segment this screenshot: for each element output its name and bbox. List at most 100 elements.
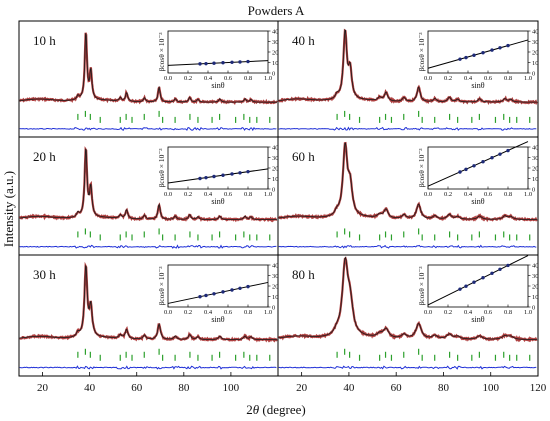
panel-label: 10 h: [33, 33, 56, 48]
inset-y-tick-label: 40: [272, 28, 279, 35]
inset-data-point: [212, 174, 216, 179]
inset-data-point: [230, 60, 234, 64]
panel-30h: 30 h 0.0 0.2 0.4 0.6 0.8 1.00 10 20 30 40 sinθ βcosθ…: [18, 254, 279, 377]
inset-x-axis-label: sinθ: [211, 315, 224, 324]
inset-y-axis-label: βcosθ × 10⁻³: [157, 148, 166, 188]
inset-y-axis-label: βcosθ × 10⁻³: [157, 32, 166, 72]
inset-data-point: [464, 55, 468, 60]
difference-curve-line: [278, 126, 537, 131]
inset-frame: [167, 30, 269, 74]
panel-label: 60 h: [292, 149, 315, 164]
inset-x-tick-label: 0.0: [164, 191, 172, 198]
inset-data-point: [458, 170, 462, 174]
inset-y-axis-label: βcosθ × 10⁻³: [417, 148, 426, 188]
inset-x-axis-label: sinθ: [471, 315, 484, 324]
inset-data-point: [498, 46, 502, 50]
inset-y-axis-label: βcosθ × 10⁻³: [157, 266, 166, 306]
inset-x-tick-label: 0.8: [244, 191, 252, 198]
x-axis-label-theta: θ: [253, 402, 260, 417]
inset-x-tick-label: 1.0: [264, 191, 272, 198]
inset-y-axis-label: βcosθ × 10⁻³: [417, 266, 426, 306]
inset-y-tick-label: 20: [532, 165, 539, 172]
inset-x-tick-label: 0.2: [184, 309, 192, 316]
inset-plot: 0.0 0.2 0.4 0.6 0.8 1.00 10 20 30 40 sinθ βcosθ × 1…: [157, 262, 279, 324]
panel-60h: 60 h 0.0 0.2 0.4 0.6 0.8 1.00 10 20 30 40 sinθ βcosθ…: [277, 136, 539, 256]
inset-frame: [167, 146, 269, 190]
inset-y-tick-label: 30: [532, 155, 539, 162]
calculated-pattern-line: [278, 256, 537, 340]
x-tick-label: 60: [131, 382, 143, 394]
inset-frame: [427, 30, 529, 74]
inset-y-tick-label: 30: [272, 155, 279, 162]
inset-data-point: [464, 284, 468, 288]
inset-data-point: [230, 172, 234, 176]
inset-y-tick-label: 10: [532, 60, 539, 67]
panel-label: 20 h: [33, 149, 56, 164]
inset-y-tick-label: 40: [532, 28, 539, 35]
inset-data-point: [490, 271, 494, 275]
x-tick-label: 20: [37, 382, 49, 394]
x-tick-label: 40: [343, 382, 355, 394]
inset-data-point: [506, 43, 510, 48]
inset-x-tick-label: 0.0: [424, 191, 432, 198]
inset-y-tick-label: 30: [272, 273, 279, 280]
inset-data-point: [490, 48, 494, 52]
inset-data-point: [198, 62, 202, 66]
inset-y-tick-label: 0: [532, 70, 535, 77]
panel-10h: 10 h 0.0 0.2 0.4 0.6 0.8 1.00 10 20 30 40 sinθ βcosθ…: [18, 20, 279, 138]
panels-group: 10 h0.0 0.2 0.4 0.6 0.8 1.0010203040sinθβcosθ…: [18, 20, 539, 377]
inset-data-point: [246, 59, 250, 64]
inset-y-tick-label: 20: [272, 49, 279, 56]
x-tick-label: 120: [530, 382, 547, 394]
inset-y-tick-label: 20: [272, 165, 279, 172]
inset-x-tick-label: 0.6: [484, 75, 493, 82]
inset-data-point: [230, 288, 234, 292]
inset-data-point: [472, 164, 476, 168]
panel-20h: 20 h 0.0 0.2 0.4 0.6 0.8 1.00 10 20 30 40 sinθ βcosθ…: [18, 136, 279, 256]
inset-data-point: [238, 286, 242, 291]
y-axis-label: Intensity (a.u.): [1, 171, 16, 247]
inset-x-tick-label: 0.4: [464, 75, 473, 82]
x-tick-label: 40: [84, 382, 96, 394]
calculated-pattern-line: [278, 29, 537, 103]
x-axis-label: 2θ (degree): [246, 402, 305, 417]
inset-y-tick-label: 30: [532, 273, 539, 280]
x-tick-label: 100: [223, 382, 240, 394]
inset-x-tick-label: 0.0: [164, 75, 172, 82]
inset-data-point: [464, 167, 468, 172]
inset-y-tick-label: 20: [272, 283, 279, 290]
inset-x-tick-label: 1.0: [524, 191, 532, 198]
inset-data-point: [204, 175, 208, 180]
x-axis-label-suffix: (degree): [259, 402, 306, 417]
inset-y-tick-label: 40: [272, 262, 279, 269]
inset-y-tick-label: 30: [272, 39, 279, 46]
inset-data-point: [472, 280, 476, 284]
inset-x-tick-label: 0.2: [444, 191, 452, 198]
inset-data-point: [246, 284, 250, 289]
inset-fit-line: [427, 255, 529, 306]
inset-data-point: [472, 53, 476, 57]
x-tick-label: 100: [482, 382, 499, 394]
inset-x-tick-label: 0.2: [184, 75, 192, 82]
inset-plot: 0.0 0.2 0.4 0.6 0.8 1.00 10 20 30 40 sinθ βcosθ × 1…: [157, 28, 279, 90]
panel-label: 30 h: [33, 267, 56, 282]
x-tick-label: 60: [391, 382, 403, 394]
inset-data-point: [198, 295, 202, 299]
inset-x-tick-label: 0.8: [504, 191, 512, 198]
difference-curve-line: [278, 244, 537, 249]
difference-curve-line: [278, 365, 537, 370]
inset-x-tick-label: 0.0: [424, 309, 432, 316]
inset-y-tick-label: 10: [272, 60, 279, 67]
inset-y-tick-label: 10: [272, 176, 279, 183]
inset-x-axis-label: sinθ: [211, 81, 224, 90]
inset-y-tick-label: 0: [532, 186, 535, 193]
inset-fit-line: [167, 281, 269, 304]
inset-y-tick-label: 10: [532, 294, 539, 301]
difference-curve-line: [19, 365, 277, 370]
inset-frame: [427, 146, 529, 190]
inset-x-tick-label: 0.6: [224, 309, 233, 316]
inset-y-tick-label: 40: [272, 144, 279, 151]
inset-x-tick-label: 0.6: [224, 75, 233, 82]
inset-data-point: [204, 293, 208, 298]
